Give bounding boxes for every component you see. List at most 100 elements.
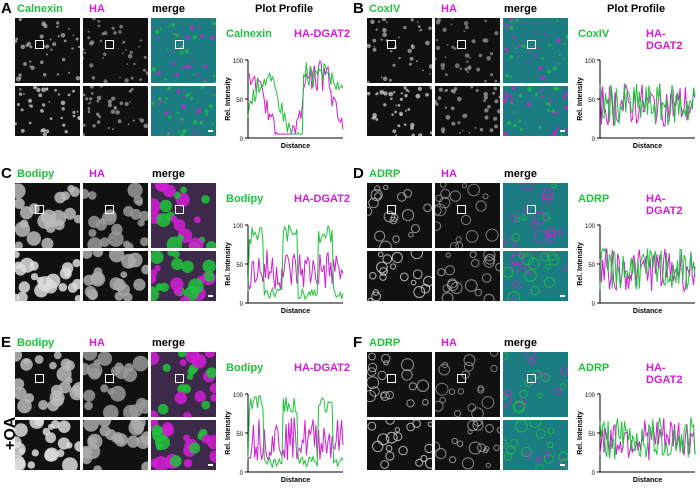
x-axis-label: Distance <box>281 143 310 150</box>
x-axis-label: Distance <box>633 477 662 484</box>
merge-channel-image <box>151 352 216 417</box>
y-tick-label: 100 <box>585 393 596 399</box>
stain-channel-image <box>367 352 432 417</box>
y-tick-label: 0 <box>240 137 244 143</box>
plot-profile-chart: 100 50 0 Rel. Intensity Distance <box>225 59 344 150</box>
merge-zoom-image <box>151 251 216 301</box>
y-tick-label: 0 <box>592 302 596 308</box>
y-tick-label: 50 <box>236 432 243 438</box>
stain-channel-image <box>367 183 432 248</box>
y-tick-label: 0 <box>592 471 596 477</box>
x-axis-label: Distance <box>633 308 662 315</box>
stain-zoom-image <box>367 420 432 470</box>
legend-magenta: HA-DGAT2 <box>294 193 351 205</box>
zoom-region-box <box>527 205 536 214</box>
channel-label-stain: Bodipy <box>17 337 55 349</box>
zoom-region-box <box>457 205 466 214</box>
zoom-region-box <box>387 205 396 214</box>
zoom-region-box <box>105 40 114 49</box>
channel-label-stain: Bodipy <box>17 168 55 180</box>
panel-letter: B <box>353 0 364 17</box>
panel-letter: C <box>1 165 12 182</box>
x-axis-label: Distance <box>281 308 310 315</box>
zoom-region-box <box>457 374 466 383</box>
ha-zoom-image <box>83 420 148 470</box>
stain-zoom-image <box>367 251 432 301</box>
scale-bar <box>208 130 213 132</box>
legend-magenta: HA-DGAT2 <box>294 362 351 374</box>
y-axis-label: Rel. Intensity <box>225 411 232 455</box>
merge-channel-image <box>503 183 568 248</box>
legend-magenta: HA-DGAT2 <box>646 28 683 52</box>
stain-channel-image <box>15 352 80 417</box>
merge-zoom-image <box>503 251 568 301</box>
zoom-region-box <box>105 374 114 383</box>
y-tick-label: 100 <box>233 224 244 230</box>
zoom-region-box <box>35 205 44 214</box>
plot-profile-chart: 100 50 0 Rel. Intensity Distance <box>577 59 696 150</box>
merge-channel-image <box>503 352 568 417</box>
ha-channel-image <box>83 183 148 248</box>
plot-profile-chart: 100 50 0 Rel. Intensity Distance <box>577 224 696 315</box>
legend-green: Bodipy <box>226 193 264 205</box>
y-tick-label: 50 <box>588 263 595 269</box>
stain-zoom-image <box>367 86 432 136</box>
plot-profile-title: Plot Profile <box>607 3 666 15</box>
panel-letter: A <box>1 0 12 17</box>
magenta-channel-trace <box>247 249 344 290</box>
ha-zoom-image <box>435 420 500 470</box>
magenta-channel-trace <box>247 417 344 462</box>
zoom-region-box <box>35 40 44 49</box>
channel-label-ha: HA <box>89 337 105 349</box>
y-tick-label: 100 <box>585 59 596 65</box>
channel-label-ha: HA <box>89 3 105 15</box>
stain-zoom-image <box>15 86 80 136</box>
plot-profile-title: Plot Profile <box>255 3 314 15</box>
ha-zoom-image <box>83 86 148 136</box>
y-axis-label: Rel. Intensity <box>577 242 584 286</box>
merge-channel-image <box>151 183 216 248</box>
panel-letter: D <box>353 165 364 182</box>
scale-bar <box>560 464 565 466</box>
ha-channel-image <box>83 352 148 417</box>
merge-zoom-image <box>151 420 216 470</box>
y-axis-label: Rel. Intensity <box>577 411 584 455</box>
zoom-region-box <box>527 374 536 383</box>
y-tick-label: 100 <box>233 59 244 65</box>
y-tick-label: 100 <box>585 224 596 230</box>
green-channel-trace <box>247 223 344 301</box>
zoom-region-box <box>35 374 44 383</box>
channel-label-ha: HA <box>441 337 457 349</box>
zoom-region-box <box>387 374 396 383</box>
green-channel-trace <box>247 395 344 468</box>
legend-green: CoxIV <box>578 28 610 40</box>
zoom-region-box <box>105 205 114 214</box>
y-tick-label: 0 <box>240 302 244 308</box>
channel-label-merge: merge <box>152 337 186 349</box>
plot-profile-chart: 100 50 0 Rel. Intensity Distance <box>225 223 344 315</box>
legend-magenta: HA-DGAT2 <box>646 193 683 217</box>
stain-channel-image <box>15 183 80 248</box>
merge-zoom-image <box>503 420 568 470</box>
zoom-region-box <box>175 374 184 383</box>
merge-channel-image <box>503 18 568 83</box>
merge-zoom-image <box>151 86 216 136</box>
zoom-region-box <box>175 205 184 214</box>
legend-magenta: HA-DGAT2 <box>294 28 351 40</box>
ha-zoom-image <box>435 251 500 301</box>
green-channel-trace <box>247 62 344 135</box>
green-channel-trace <box>599 417 696 460</box>
merge-channel-image <box>151 18 216 83</box>
ha-channel-image <box>435 352 500 417</box>
channel-label-merge: merge <box>504 337 538 349</box>
panel-letter: F <box>353 334 363 351</box>
y-tick-label: 50 <box>236 98 243 104</box>
y-tick-label: 50 <box>236 263 243 269</box>
y-axis-label: Rel. Intensity <box>225 242 232 286</box>
scale-bar <box>560 130 565 132</box>
x-axis-label: Distance <box>633 143 662 150</box>
ha-channel-image <box>435 183 500 248</box>
scale-bar <box>560 295 565 297</box>
stain-channel-image <box>367 18 432 83</box>
merge-zoom-image <box>503 86 568 136</box>
